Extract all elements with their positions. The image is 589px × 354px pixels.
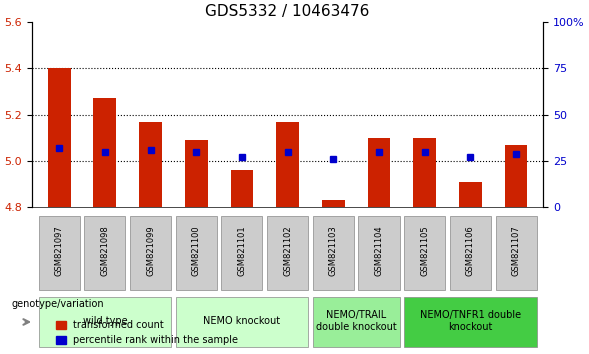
- Text: GSM821098: GSM821098: [100, 225, 110, 276]
- Title: GDS5332 / 10463476: GDS5332 / 10463476: [206, 4, 370, 19]
- Bar: [505, 145, 528, 207]
- Bar: [322, 200, 345, 207]
- FancyBboxPatch shape: [267, 216, 308, 290]
- FancyBboxPatch shape: [495, 216, 537, 290]
- Text: GSM821097: GSM821097: [55, 225, 64, 276]
- Text: GSM821102: GSM821102: [283, 225, 292, 276]
- Bar: [139, 121, 162, 207]
- FancyBboxPatch shape: [313, 297, 399, 347]
- FancyBboxPatch shape: [39, 216, 80, 290]
- Text: GSM821101: GSM821101: [237, 225, 246, 276]
- FancyBboxPatch shape: [84, 216, 125, 290]
- FancyBboxPatch shape: [130, 216, 171, 290]
- Text: NEMO/TRAIL
double knockout: NEMO/TRAIL double knockout: [316, 310, 396, 332]
- Legend: transformed count, percentile rank within the sample: transformed count, percentile rank withi…: [52, 316, 242, 349]
- Text: GSM821105: GSM821105: [420, 225, 429, 276]
- Text: GSM821106: GSM821106: [466, 225, 475, 276]
- Text: NEMO knockout: NEMO knockout: [203, 316, 280, 326]
- FancyBboxPatch shape: [176, 216, 217, 290]
- Bar: [185, 140, 208, 207]
- Text: GSM821099: GSM821099: [146, 225, 155, 276]
- Text: GSM821103: GSM821103: [329, 225, 338, 276]
- Text: GSM821104: GSM821104: [375, 225, 383, 276]
- Bar: [48, 68, 71, 207]
- FancyBboxPatch shape: [359, 216, 399, 290]
- Bar: [459, 182, 482, 207]
- Text: GSM821107: GSM821107: [512, 225, 521, 276]
- FancyBboxPatch shape: [404, 216, 445, 290]
- FancyBboxPatch shape: [221, 216, 263, 290]
- Text: genotype/variation: genotype/variation: [12, 299, 104, 309]
- FancyBboxPatch shape: [176, 297, 308, 347]
- Bar: [94, 98, 116, 207]
- FancyBboxPatch shape: [404, 297, 537, 347]
- Bar: [230, 170, 253, 207]
- Bar: [413, 138, 436, 207]
- Text: wild type: wild type: [82, 316, 127, 326]
- Bar: [276, 121, 299, 207]
- Text: GSM821100: GSM821100: [192, 225, 201, 276]
- FancyBboxPatch shape: [39, 297, 171, 347]
- FancyBboxPatch shape: [450, 216, 491, 290]
- Bar: [368, 138, 391, 207]
- FancyBboxPatch shape: [313, 216, 354, 290]
- Text: NEMO/TNFR1 double
knockout: NEMO/TNFR1 double knockout: [420, 310, 521, 332]
